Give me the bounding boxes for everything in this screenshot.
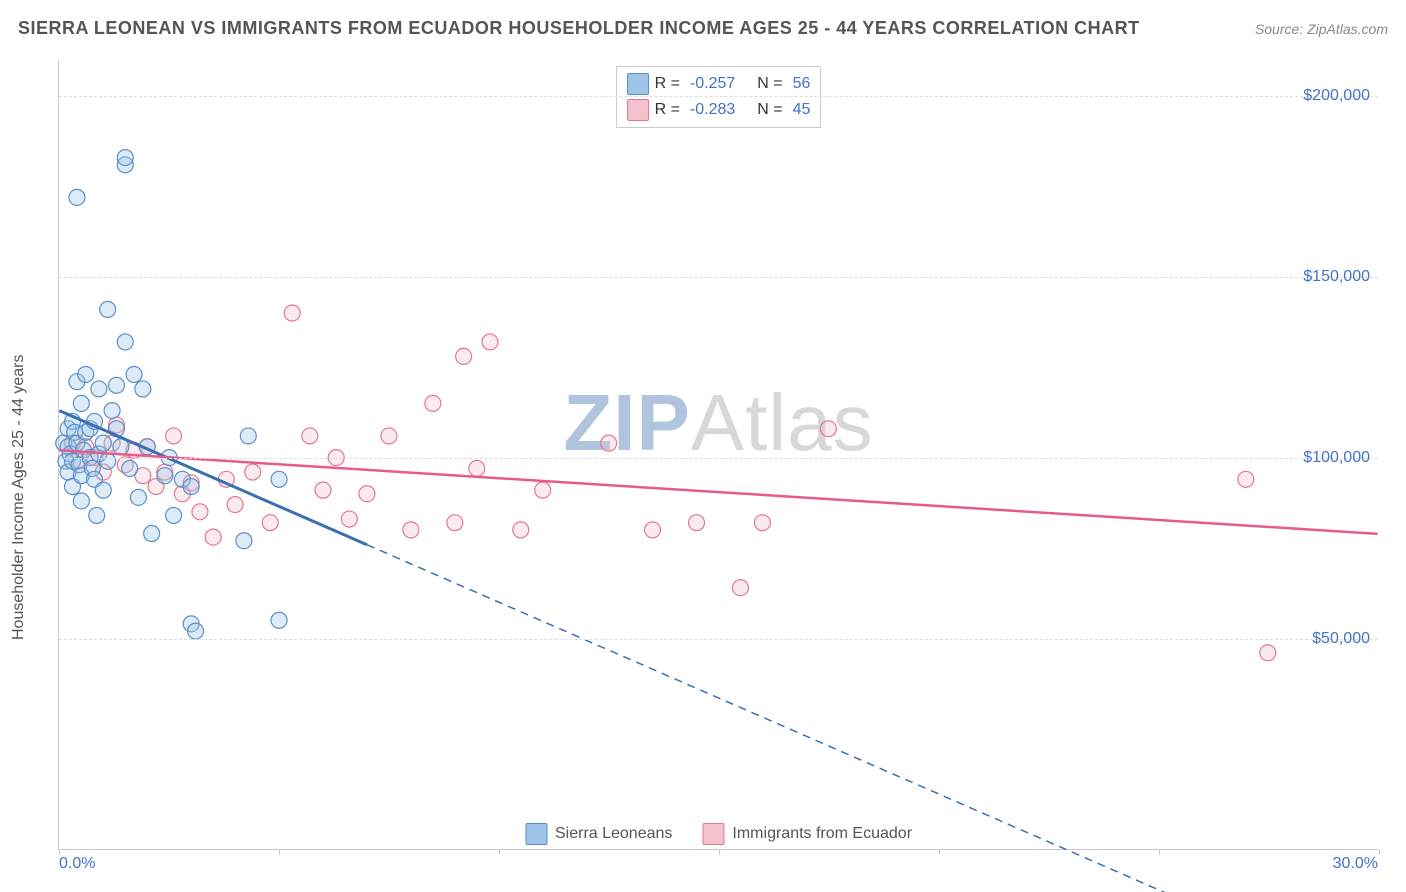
scatter-point: [188, 623, 204, 639]
legend-label-sierra: Sierra Leoneans: [555, 825, 672, 843]
swatch-ecuador-icon: [702, 823, 724, 845]
y-axis-label: Householder Income Ages 25 - 44 years: [10, 355, 28, 641]
scatter-point: [89, 507, 105, 523]
scatter-point: [95, 435, 111, 451]
scatter-point: [166, 507, 182, 523]
x-tick-label: 0.0%: [59, 855, 95, 873]
scatter-point: [302, 428, 318, 444]
y-tick-label: $50,000: [1312, 630, 1370, 648]
scatter-point: [403, 522, 419, 538]
legend-item-sierra: Sierra Leoneans: [525, 823, 672, 845]
scatter-point: [535, 482, 551, 498]
scatter-point: [820, 421, 836, 437]
legend-label-ecuador: Immigrants from Ecuador: [732, 825, 912, 843]
y-tick-label: $150,000: [1303, 268, 1370, 286]
scatter-point: [144, 526, 160, 542]
scatter-point: [192, 504, 208, 520]
scatter-point: [73, 493, 89, 509]
scatter-point: [469, 460, 485, 476]
plot-area: ZIPAtlas R = -0.257 N = 56 R = -0.283 N …: [58, 60, 1378, 850]
x-tick-mark: [1379, 849, 1380, 855]
scatter-point: [78, 366, 94, 382]
scatter-point: [425, 395, 441, 411]
gridline-h: [59, 277, 1378, 278]
scatter-point: [1260, 645, 1276, 661]
scatter-point: [183, 479, 199, 495]
gridline-h: [59, 96, 1378, 97]
legend-item-ecuador: Immigrants from Ecuador: [702, 823, 912, 845]
scatter-point: [104, 403, 120, 419]
x-tick-mark: [279, 849, 280, 855]
scatter-point: [1238, 471, 1254, 487]
scatter-point: [166, 428, 182, 444]
scatter-point: [130, 489, 146, 505]
x-tick-label: 30.0%: [1333, 855, 1378, 873]
scatter-point: [645, 522, 661, 538]
x-tick-mark: [719, 849, 720, 855]
scatter-point: [271, 471, 287, 487]
scatter-point: [108, 377, 124, 393]
scatter-point: [271, 612, 287, 628]
series-legend: Sierra Leoneans Immigrants from Ecuador: [519, 821, 918, 847]
scatter-point: [456, 348, 472, 364]
scatter-point: [689, 515, 705, 531]
scatter-point: [205, 529, 221, 545]
y-tick-label: $100,000: [1303, 449, 1370, 467]
scatter-point: [240, 428, 256, 444]
gridline-h: [59, 639, 1378, 640]
scatter-point: [601, 435, 617, 451]
scatter-point: [100, 453, 116, 469]
scatter-point: [122, 460, 138, 476]
scatter-point: [95, 482, 111, 498]
x-tick-mark: [499, 849, 500, 855]
x-tick-mark: [939, 849, 940, 855]
scatter-point: [262, 515, 278, 531]
scatter-point: [513, 522, 529, 538]
scatter-point: [117, 150, 133, 166]
scatter-point: [91, 381, 107, 397]
scatter-point: [359, 486, 375, 502]
scatter-point: [754, 515, 770, 531]
scatter-point: [236, 533, 252, 549]
chart-svg: [59, 60, 1378, 849]
source-label: Source: ZipAtlas.com: [1255, 21, 1388, 37]
scatter-point: [73, 395, 89, 411]
x-tick-mark: [1159, 849, 1160, 855]
scatter-point: [126, 366, 142, 382]
scatter-point: [117, 334, 133, 350]
scatter-point: [341, 511, 357, 527]
scatter-point: [245, 464, 261, 480]
scatter-point: [732, 580, 748, 596]
regression-line: [59, 450, 1377, 533]
scatter-point: [315, 482, 331, 498]
scatter-point: [227, 497, 243, 513]
y-tick-label: $200,000: [1303, 87, 1370, 105]
scatter-point: [284, 305, 300, 321]
scatter-point: [157, 468, 173, 484]
gridline-h: [59, 458, 1378, 459]
scatter-point: [381, 428, 397, 444]
scatter-point: [482, 334, 498, 350]
scatter-point: [135, 381, 151, 397]
chart-title: SIERRA LEONEAN VS IMMIGRANTS FROM ECUADO…: [18, 18, 1140, 39]
scatter-point: [100, 301, 116, 317]
swatch-sierra-icon: [525, 823, 547, 845]
scatter-point: [69, 189, 85, 205]
scatter-point: [447, 515, 463, 531]
